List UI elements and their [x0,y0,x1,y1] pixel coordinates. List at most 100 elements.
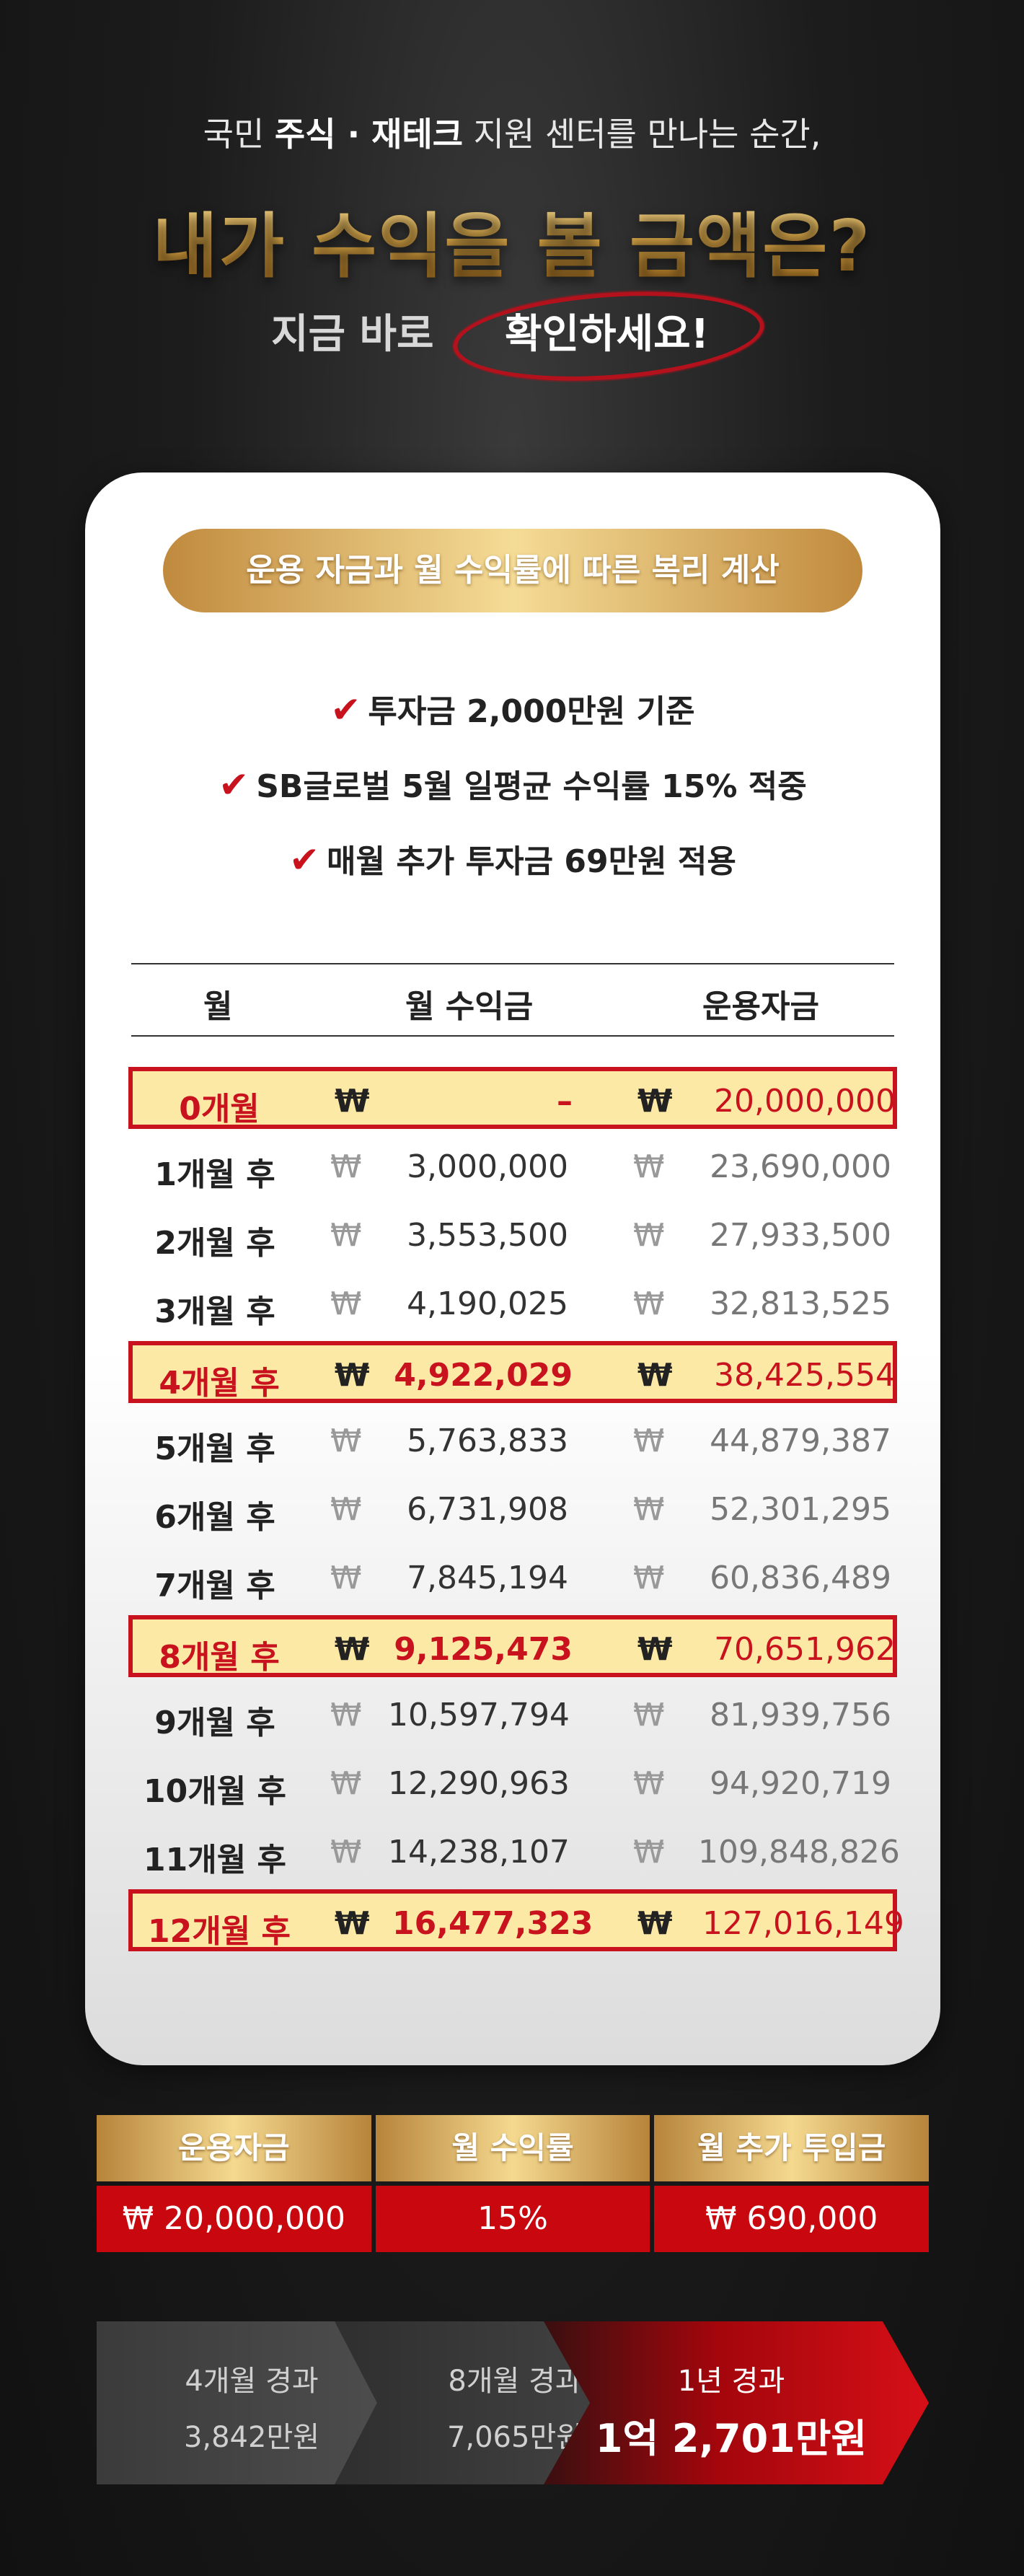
cell-fund: 32,813,525 [710,1285,891,1322]
summary-header-fund: 운용자금 [97,2115,371,2181]
summary-value-rate: 15% [375,2186,650,2252]
cell-monthly-profit: 14,238,107 [388,1834,570,1871]
cell-monthly-profit: 3,553,500 [407,1217,568,1254]
table-row: 2개월 후 ₩3,553,500 ₩27,933,500 [128,1201,897,1270]
condition-item: ✔ 투자금 2,000만원 기준 [85,685,940,760]
cell-month: 10개월 후 [144,1773,286,1810]
table-row: 5개월 후 ₩5,763,833 ₩44,879,387 [128,1407,897,1475]
cell-fund: 27,933,500 [710,1217,891,1254]
won-symbol: ₩ [330,1765,362,1802]
cell-monthly-profit: – [557,1083,573,1120]
cell-fund: 109,848,826 [698,1834,900,1871]
won-symbol: ₩ [330,1491,362,1528]
cell-fund: 52,301,295 [710,1491,891,1528]
cell-month: 9개월 후 [154,1705,275,1741]
cell-month: 1개월 후 [154,1156,275,1193]
won-symbol: ₩ [637,1905,673,1942]
won-symbol: ₩ [633,1148,665,1185]
check-icon: ✔ [289,839,320,881]
cell-monthly-profit: 12,290,963 [388,1765,570,1802]
summary-value-fund: ₩ 20,000,000 [97,2186,371,2252]
timeline-arrows: 4개월 경과 3,842만원 8개월 경과 7,065만원 1년 경과 1억 2… [97,2321,929,2484]
cell-fund: 60,836,489 [710,1560,891,1596]
cell-fund: 20,000,000 [714,1083,896,1120]
won-symbol: ₩ [633,1423,665,1459]
cell-monthly-profit: 10,597,794 [388,1697,570,1733]
won-symbol: ₩ [330,1560,362,1596]
calculation-card: 운용 자금과 월 수익률에 따른 복리 계산 ✔ 투자금 2,000만원 기준 ✔… [85,472,940,2065]
summary-value-monthly-add: ₩ 690,000 [654,2186,930,2252]
won-symbol: ₩ [330,1217,362,1254]
table-row-highlighted: 0개월 ₩ – ₩20,000,000 [128,1067,897,1129]
cell-month: 12개월 후 [148,1913,291,1950]
won-symbol: ₩ [633,1765,665,1802]
cell-month: 0개월 [179,1091,260,1127]
cell-month: 4개월 후 [159,1365,280,1402]
won-symbol: ₩ [335,1357,370,1394]
subheadline-right: 확인하세요! [505,311,710,358]
subheadline: 지금 바로 확인하세요! [0,282,1024,390]
cell-month: 11개월 후 [144,1842,286,1878]
won-symbol: ₩ [330,1285,362,1322]
cell-monthly-profit: 4,922,029 [394,1357,573,1394]
won-symbol: ₩ [335,1083,370,1120]
condition-text: 매월 추가 투자금 69만원 적용 [327,843,736,880]
cell-monthly-profit: 9,125,473 [394,1631,573,1668]
cell-fund: 70,651,962 [714,1631,896,1668]
won-symbol: ₩ [637,1083,673,1120]
cell-month: 7개월 후 [154,1568,275,1604]
summary-header-monthly-add: 월 추가 투입금 [654,2115,930,2181]
cell-fund: 44,879,387 [710,1423,891,1459]
intro-text: 국민 주식 · 재테크 지원 센터를 만나는 순간, [0,108,1024,156]
table-row: 7개월 후 ₩7,845,194 ₩60,836,489 [128,1544,897,1612]
conditions-list: ✔ 투자금 2,000만원 기준 ✔ SB글로벌 5월 일평균 수익률 15% 적중… [85,685,940,910]
header-fund: 운용자금 [702,988,819,1025]
check-icon: ✔ [219,764,250,806]
summary-table: 운용자금 월 수익률 월 추가 투입금 ₩ 20,000,000 15% ₩ 6… [97,2115,930,2252]
timeline-value: 1억 2,701만원 [595,2416,868,2461]
table-row: 6개월 후 ₩6,731,908 ₩52,301,295 [128,1475,897,1544]
header-profit: 월 수익금 [405,988,534,1025]
cell-month: 8개월 후 [159,1639,280,1676]
won-symbol: ₩ [335,1905,370,1942]
check-icon: ✔ [330,689,361,731]
cell-fund: 38,425,554 [714,1357,896,1394]
table-row: 3개월 후 ₩4,190,025 ₩32,813,525 [128,1270,897,1338]
won-symbol: ₩ [637,1631,673,1668]
headline: 내가 수익을 볼 금액은? [0,189,1024,291]
subheadline-left: 지금 바로 [271,311,434,358]
won-symbol: ₩ [335,1631,370,1668]
condition-text: SB글로벌 5월 일평균 수익률 15% 적중 [256,768,807,805]
cell-month: 2개월 후 [154,1225,275,1262]
table-row-highlighted: 4개월 후 ₩4,922,029 ₩38,425,554 [128,1341,897,1403]
won-symbol: ₩ [633,1491,665,1528]
condition-text: 투자금 2,000만원 기준 [368,693,695,730]
won-symbol: ₩ [330,1697,362,1733]
cell-fund: 127,016,149 [702,1905,904,1942]
cell-monthly-profit: 5,763,833 [407,1423,568,1459]
cell-monthly-profit: 16,477,323 [392,1905,593,1942]
intro-prefix: 국민 [203,115,275,154]
won-symbol: ₩ [633,1217,665,1254]
cell-monthly-profit: 4,190,025 [407,1285,568,1322]
condition-item: ✔ SB글로벌 5월 일평균 수익률 15% 적중 [85,760,940,835]
won-symbol: ₩ [637,1357,673,1394]
table-row: 1개월 후 ₩3,000,000 ₩23,690,000 [128,1133,897,1201]
table-row-highlighted: 8개월 후 ₩9,125,473 ₩70,651,962 [128,1615,897,1677]
won-symbol: ₩ [633,1834,665,1871]
won-symbol: ₩ [330,1423,362,1459]
intro-bold: 주식 · 재테크 [274,115,464,154]
won-symbol: ₩ [330,1148,362,1185]
cell-monthly-profit: 6,731,908 [407,1491,568,1528]
won-symbol: ₩ [330,1834,362,1871]
timeline-label: 4개월 경과 [185,2365,319,2398]
timeline-step-1-year: 1년 경과 1억 2,701만원 [544,2321,929,2484]
won-symbol: ₩ [633,1697,665,1733]
cell-month: 5개월 후 [154,1430,275,1467]
cell-fund: 81,939,756 [710,1697,891,1733]
condition-item: ✔ 매월 추가 투자금 69만원 적용 [85,835,940,910]
table-row: 10개월 후 ₩12,290,963 ₩94,920,719 [128,1749,897,1818]
table-header: 월 월 수익금 운용자금 [131,963,894,1037]
cell-fund: 23,690,000 [710,1148,891,1185]
table-row-highlighted: 12개월 후 ₩16,477,323 ₩127,016,149 [128,1889,904,1951]
